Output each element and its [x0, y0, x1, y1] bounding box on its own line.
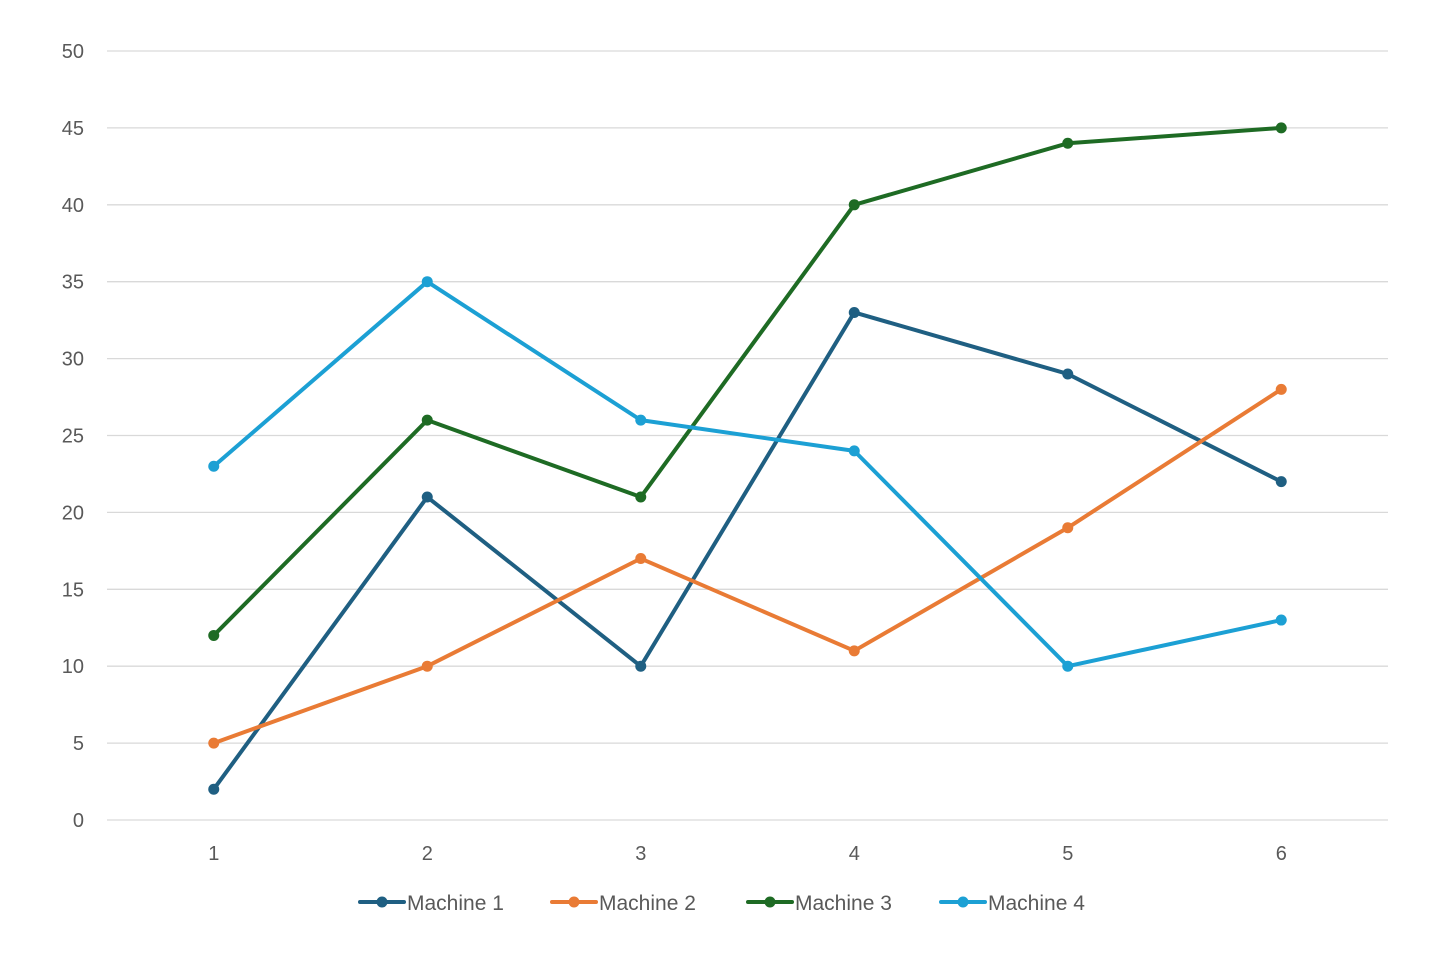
y-tick-label: 0	[73, 810, 84, 832]
series-lines	[208, 122, 1287, 795]
y-tick-label: 15	[62, 579, 84, 601]
legend: Machine 1 Machine 2 Machine 3 Machine 4	[358, 892, 1085, 915]
series-4	[208, 276, 1287, 672]
x-tick-label: 3	[635, 843, 646, 865]
y-tick-label: 40	[62, 195, 84, 217]
data-point	[848, 306, 860, 318]
data-point	[1062, 368, 1074, 380]
y-tick-label: 30	[62, 349, 84, 371]
data-point	[635, 553, 647, 565]
series-line	[211, 310, 1284, 792]
series-line	[211, 279, 1284, 669]
legend-item: Machine 2	[550, 892, 696, 915]
legend-swatch-marker	[957, 896, 969, 908]
data-point	[421, 660, 433, 672]
legend-swatch-marker	[764, 896, 776, 908]
y-tick-label: 50	[62, 41, 84, 63]
series-2	[208, 383, 1287, 749]
series-3	[208, 122, 1287, 641]
legend-item: Machine 3	[746, 892, 892, 915]
data-point	[1275, 383, 1287, 395]
data-point	[1062, 660, 1074, 672]
legend-label: Machine 3	[795, 892, 892, 915]
y-tick-label: 10	[62, 656, 84, 678]
data-point	[1062, 137, 1074, 149]
data-point	[848, 645, 860, 657]
data-point	[1275, 614, 1287, 626]
data-point	[635, 491, 647, 503]
y-tick-label: 25	[62, 426, 84, 448]
data-point	[421, 414, 433, 426]
legend-label: Machine 2	[599, 892, 696, 915]
data-point	[208, 783, 220, 795]
legend-label: Machine 1	[407, 892, 504, 915]
series-1	[208, 306, 1287, 795]
x-tick-label: 1	[208, 843, 219, 865]
series-line	[211, 125, 1284, 638]
x-axis: 1 2 3 4 5 6	[208, 843, 1287, 865]
x-tick-label: 6	[1276, 843, 1287, 865]
data-point	[1275, 122, 1287, 134]
x-tick-label: 2	[422, 843, 433, 865]
data-point	[635, 660, 647, 672]
legend-swatch-marker	[568, 896, 580, 908]
y-tick-label: 45	[62, 118, 84, 140]
data-point	[421, 276, 433, 288]
y-tick-label: 35	[62, 272, 84, 294]
legend-swatch-marker	[376, 896, 388, 908]
y-tick-label: 20	[62, 502, 84, 524]
data-point	[848, 199, 860, 211]
y-tick-label: 5	[73, 733, 84, 755]
data-point	[635, 414, 647, 426]
data-point	[208, 460, 220, 472]
data-point	[421, 491, 433, 503]
y-axis: 0 5 10 15 20 25 30 35 40 45 50	[62, 41, 84, 832]
data-point	[848, 445, 860, 457]
data-point	[208, 737, 220, 749]
legend-item: Machine 1	[358, 892, 504, 915]
data-point	[208, 629, 220, 641]
x-tick-label: 4	[849, 843, 860, 865]
data-point	[1275, 476, 1287, 488]
legend-label: Machine 4	[988, 892, 1085, 915]
data-point	[1062, 522, 1074, 534]
series-line	[211, 387, 1284, 746]
legend-item: Machine 4	[939, 892, 1085, 915]
x-tick-label: 5	[1062, 843, 1073, 865]
